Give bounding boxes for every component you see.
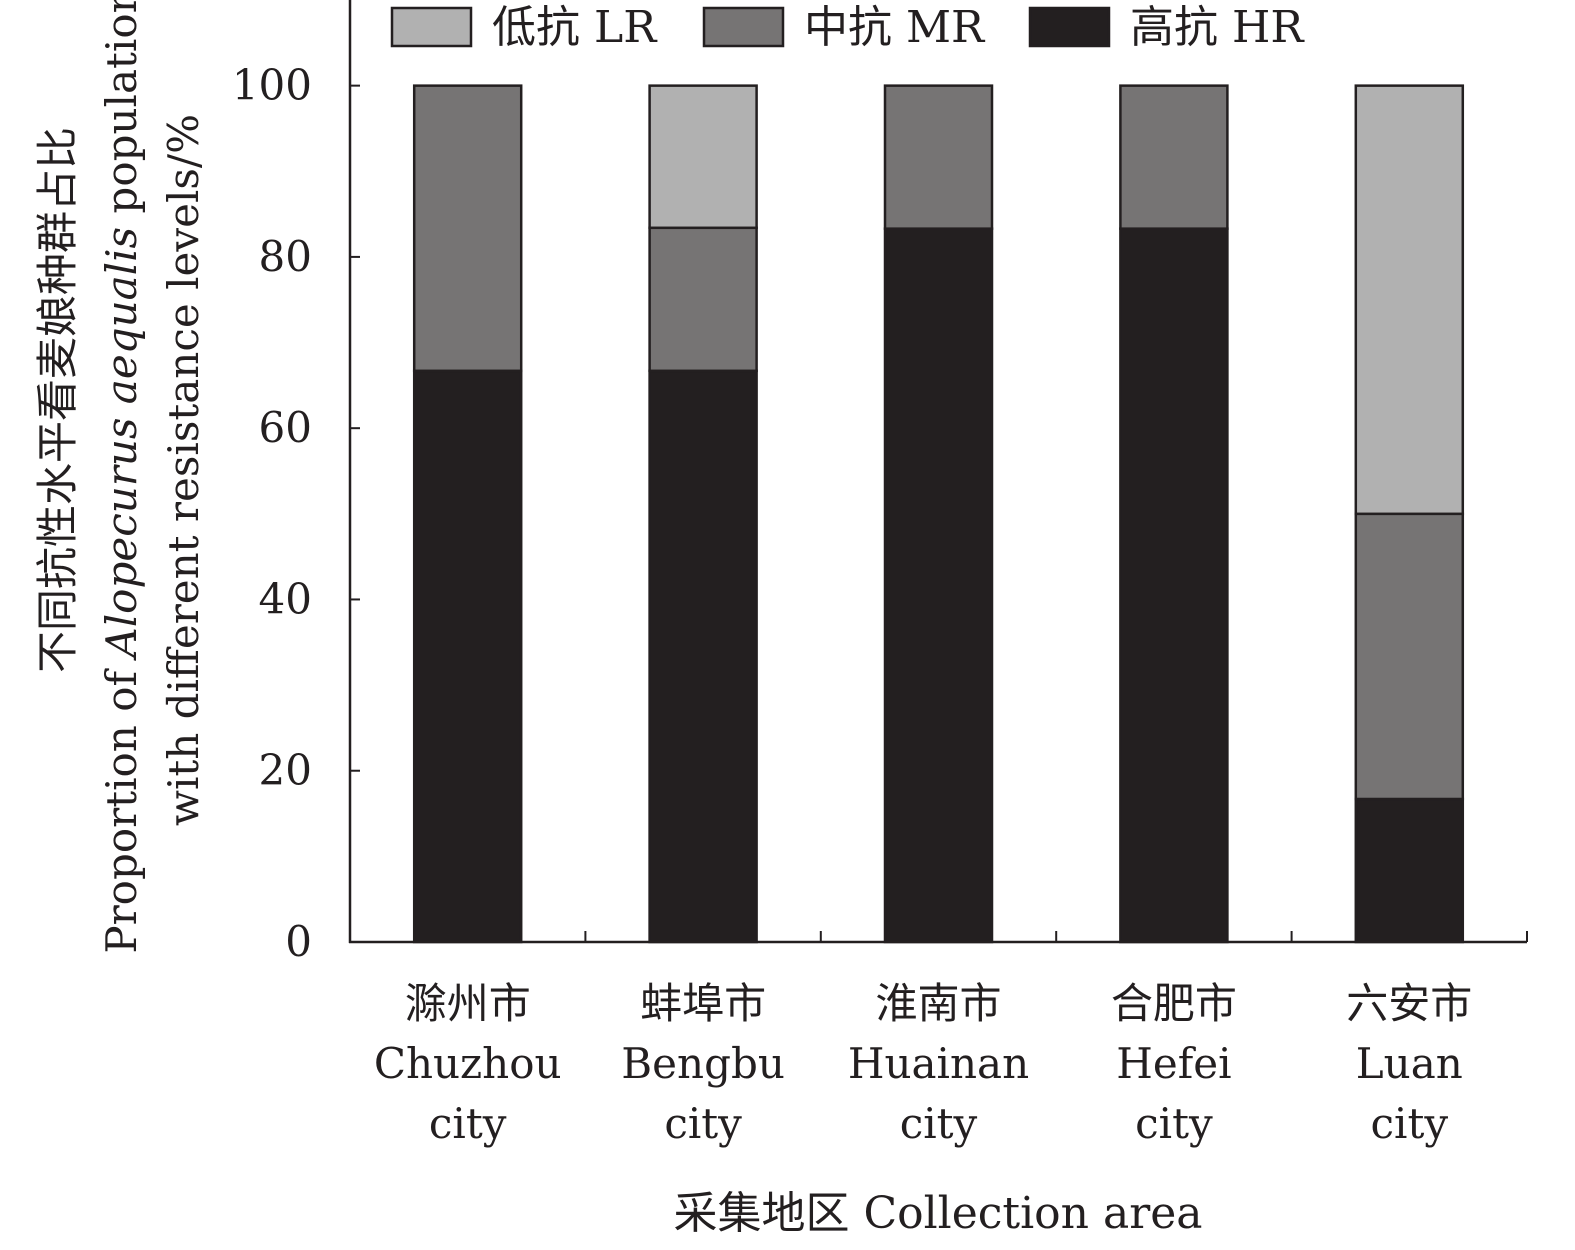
bar-segment-mr-2 <box>648 226 758 373</box>
bars-layer <box>412 84 1465 944</box>
x-tick-label-4-line3: city <box>1135 1099 1213 1148</box>
legend-label-lr: 低抗 LR <box>492 2 658 53</box>
bar-segment-hr-5 <box>1354 797 1465 944</box>
y-axis-title-zh: 不同抗性水平看麦娘种群占比 <box>33 127 82 673</box>
x-tick-label-2-line3: city <box>664 1099 742 1148</box>
legend-swatch-mr <box>702 6 785 48</box>
y-axis-title: 不同抗性水平看麦娘种群占比 Proportion of Alopecurus a… <box>33 0 208 954</box>
legend-label-mr: 中抗 MR <box>804 2 986 53</box>
bar-segment-mr-3 <box>883 84 994 230</box>
bar-segment-mr-1 <box>412 84 523 373</box>
bar-segment-mr-5 <box>1354 512 1465 801</box>
legend: 低抗 LR 中抗 MR 高抗 HR <box>390 2 1305 53</box>
x-tick-label-3-line1: 淮南市 <box>875 979 1001 1028</box>
y-tick-label: 20 <box>259 746 312 795</box>
x-tick-label-4-line1: 合肥市 <box>1111 979 1237 1028</box>
y-axis-title-en-suffix: population <box>97 0 146 227</box>
y-tick-label: 100 <box>232 61 312 110</box>
y-axis-title-species: Alopecurus aequalis <box>97 227 146 662</box>
x-axis-title: 采集地区 Collection area <box>673 1188 1202 1239</box>
y-tick-label: 40 <box>259 574 312 623</box>
x-tick-label-3-line3: city <box>900 1099 978 1148</box>
bar-segment-hr-4 <box>1119 227 1229 944</box>
legend-label-hr: 高抗 HR <box>1130 2 1305 53</box>
bar-segment-lr-2 <box>648 84 758 230</box>
axes-layer: 滁州市 Chuzhou city 蚌埠市 Bengbu city 淮南市 Huainan cit… <box>232 0 1528 1148</box>
x-tick-label-5-line3: city <box>1371 1099 1449 1148</box>
legend-swatch-lr <box>390 6 473 48</box>
y-axis-title-en-prefix: Proportion of <box>97 658 146 954</box>
y-tick-label: 0 <box>285 917 312 966</box>
y-tick-label: 80 <box>259 232 312 281</box>
x-tick-label-1-line1: 滁州市 <box>405 979 531 1028</box>
bar-segment-hr-2 <box>648 369 758 944</box>
x-tick-label-1-line2: Chuzhou <box>374 1039 562 1088</box>
x-tick-label-1-line3: city <box>429 1099 507 1148</box>
bar-segment-mr-4 <box>1119 84 1229 230</box>
y-axis-title-en-line2: with different resistance levels/% <box>159 114 208 826</box>
bar-segment-hr-3 <box>883 227 994 944</box>
y-axis-title-en-line1: Proportion of Alopecurus aequalis popula… <box>97 0 146 954</box>
legend-swatch-hr <box>1028 6 1111 48</box>
bar-segment-lr-5 <box>1354 84 1465 516</box>
bar-segment-hr-1 <box>412 369 523 944</box>
y-tick-label: 60 <box>259 403 312 452</box>
x-tick-label-5-line1: 六安市 <box>1346 979 1472 1028</box>
x-tick-label-3-line2: Huainan <box>848 1039 1029 1088</box>
x-tick-label-5-line2: Luan <box>1356 1039 1463 1088</box>
x-tick-label-2-line2: Bengbu <box>621 1039 785 1088</box>
x-tick-label-2-line1: 蚌埠市 <box>640 979 766 1028</box>
x-tick-label-4-line2: Hefei <box>1116 1039 1231 1088</box>
